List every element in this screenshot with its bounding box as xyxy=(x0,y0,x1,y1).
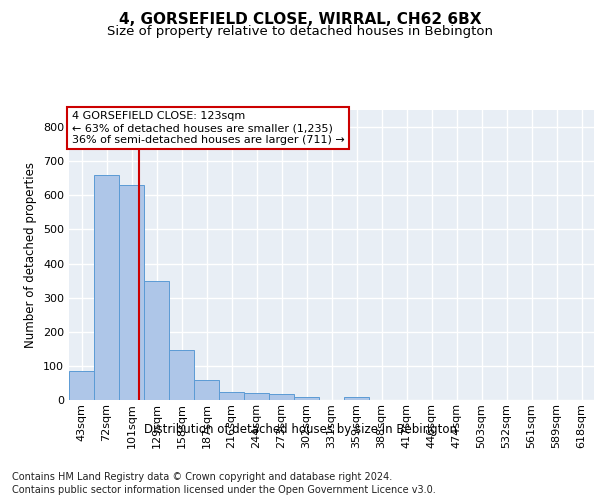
Bar xyxy=(244,393,269,400)
Text: 4, GORSEFIELD CLOSE, WIRRAL, CH62 6BX: 4, GORSEFIELD CLOSE, WIRRAL, CH62 6BX xyxy=(119,12,481,28)
Bar xyxy=(144,282,169,400)
Bar xyxy=(119,185,144,400)
Text: Distribution of detached houses by size in Bebington: Distribution of detached houses by size … xyxy=(143,422,457,436)
Text: Contains public sector information licensed under the Open Government Licence v3: Contains public sector information licen… xyxy=(12,485,436,495)
Y-axis label: Number of detached properties: Number of detached properties xyxy=(25,162,37,348)
Bar xyxy=(344,398,369,400)
Text: 4 GORSEFIELD CLOSE: 123sqm
← 63% of detached houses are smaller (1,235)
36% of s: 4 GORSEFIELD CLOSE: 123sqm ← 63% of deta… xyxy=(71,112,344,144)
Bar xyxy=(69,371,94,400)
Bar xyxy=(194,380,219,400)
Bar xyxy=(94,175,119,400)
Bar xyxy=(269,394,294,400)
Bar xyxy=(219,392,244,400)
Bar xyxy=(169,350,194,400)
Bar xyxy=(294,396,319,400)
Text: Contains HM Land Registry data © Crown copyright and database right 2024.: Contains HM Land Registry data © Crown c… xyxy=(12,472,392,482)
Text: Size of property relative to detached houses in Bebington: Size of property relative to detached ho… xyxy=(107,25,493,38)
